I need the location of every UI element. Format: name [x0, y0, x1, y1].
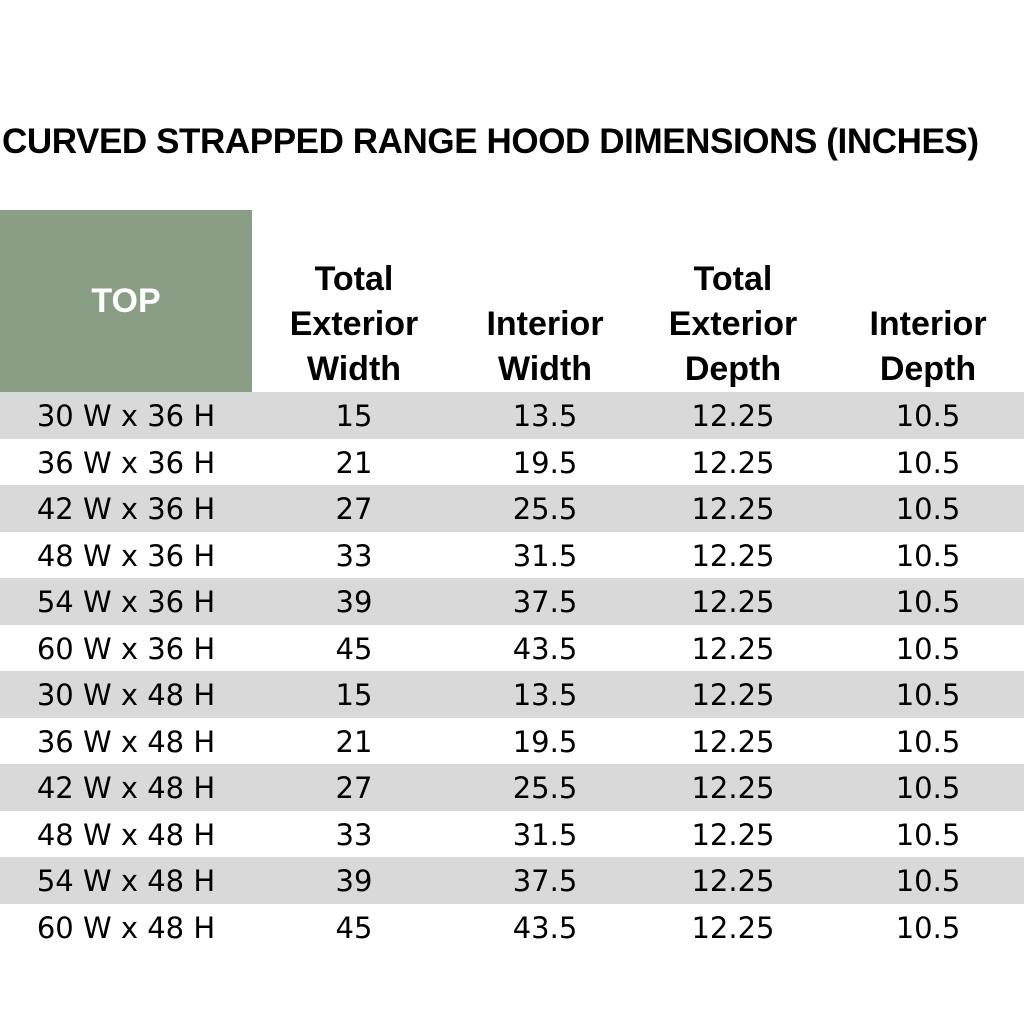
row-label-cell: 36 W x 48 H [36, 724, 216, 759]
table-cell: 13.5 [512, 678, 578, 712]
table-cell: 25.5 [512, 492, 578, 526]
row-label-cell: 30 W x 36 H [36, 399, 216, 433]
table-cell: 12.25 [691, 724, 775, 759]
table-cell: 10.5 [895, 399, 961, 433]
table-cell: 43.5 [512, 910, 578, 945]
table-cell: 10.5 [895, 771, 961, 805]
table-cell: 39 [335, 864, 373, 898]
table-cell: 13.5 [512, 399, 578, 433]
table-cell: 31.5 [512, 538, 578, 573]
table-cell: 27 [335, 492, 373, 526]
table-cell: 39 [335, 585, 373, 619]
table-cell: 19.5 [512, 724, 578, 759]
table-cell: 10.5 [895, 585, 961, 619]
table-cell: 21 [335, 724, 373, 759]
table-cell: 10.5 [895, 538, 961, 573]
table-body: 30 W x 36 H 15 13.5 12.25 10.5 36 W x 36 H 21 1… [0, 392, 1024, 950]
row-label-cell: 36 W x 36 H [36, 445, 216, 480]
row-label-cell: 42 W x 36 H [36, 492, 216, 526]
table-row: 54 W x 36 H 39 37.5 12.25 10.5 [0, 578, 1024, 625]
table-row: 30 W x 36 H 15 13.5 12.25 10.5 [0, 392, 1024, 439]
table-cell: 45 [335, 631, 373, 666]
page-title: CURVED STRAPPED RANGE HOOD DIMENSIONS (I… [2, 122, 979, 161]
table-cell: 12.25 [691, 538, 775, 573]
table-cell: 37.5 [512, 585, 578, 619]
table-cell: 21 [335, 445, 373, 480]
table-row: 48 W x 36 H 33 31.5 12.25 10.5 [0, 532, 1024, 579]
table-cell: 10.5 [895, 817, 961, 852]
table-row: 60 W x 48 H 45 43.5 12.25 10.5 [0, 904, 1024, 951]
row-label-cell: 48 W x 36 H [36, 538, 216, 573]
table-cell: 10.5 [895, 910, 961, 945]
row-label-cell: 48 W x 48 H [36, 817, 216, 852]
column-header-label: Total Exterior Width [289, 260, 419, 388]
table-cell: 12.25 [691, 771, 775, 805]
row-label-cell: 54 W x 36 H [36, 585, 216, 619]
row-label-cell: 60 W x 36 H [36, 631, 216, 666]
column-header-interior-width: Interior Width [456, 210, 634, 392]
row-label-cell: 54 W x 48 H [36, 864, 216, 898]
table-cell: 12.25 [691, 864, 775, 898]
row-label-cell: 30 W x 48 H [36, 678, 216, 712]
table-cell: 27 [335, 771, 373, 805]
table-cell: 10.5 [895, 492, 961, 526]
table-cell: 10.5 [895, 631, 961, 666]
table-row: 36 W x 36 H 21 19.5 12.25 10.5 [0, 439, 1024, 486]
table-row: 48 W x 48 H 33 31.5 12.25 10.5 [0, 811, 1024, 858]
column-header-label: Interior Width [486, 305, 604, 388]
table-cell: 12.25 [691, 399, 775, 433]
table-cell: 25.5 [512, 771, 578, 805]
column-header-label: Total Exterior Depth [668, 260, 798, 388]
row-label-cell: 60 W x 48 H [36, 910, 216, 945]
table-cell: 15 [335, 678, 373, 712]
row-label-cell: 42 W x 48 H [36, 771, 216, 805]
table-cell: 12.25 [691, 585, 775, 619]
table-cell: 10.5 [895, 678, 961, 712]
table-cell: 15 [335, 399, 373, 433]
table-cell: 12.25 [691, 678, 775, 712]
table-cell: 33 [335, 538, 373, 573]
table-cell: 12.25 [691, 631, 775, 666]
table-cell: 43.5 [512, 631, 578, 666]
table-row: 42 W x 48 H 27 25.5 12.25 10.5 [0, 764, 1024, 811]
table-cell: 12.25 [691, 445, 775, 480]
column-header-label: Interior Depth [869, 305, 987, 388]
table-cell: 19.5 [512, 445, 578, 480]
table-cell: 33 [335, 817, 373, 852]
table-row: 54 W x 48 H 39 37.5 12.25 10.5 [0, 857, 1024, 904]
table-cell: 10.5 [895, 724, 961, 759]
table-cell: 12.25 [691, 817, 775, 852]
table-row: 36 W x 48 H 21 19.5 12.25 10.5 [0, 718, 1024, 765]
table-cell: 12.25 [691, 492, 775, 526]
table-cell: 10.5 [895, 445, 961, 480]
table-cell: 45 [335, 910, 373, 945]
table-cell: 12.25 [691, 910, 775, 945]
table-row: 42 W x 36 H 27 25.5 12.25 10.5 [0, 485, 1024, 532]
table-row: 60 W x 36 H 45 43.5 12.25 10.5 [0, 625, 1024, 672]
table-cell: 31.5 [512, 817, 578, 852]
table-cell: 10.5 [895, 864, 961, 898]
table-cell: 37.5 [512, 864, 578, 898]
corner-header-cell: TOP [0, 210, 252, 392]
table-header: TOP Total Exterior Width Interior Width … [0, 210, 1024, 392]
column-header-total-exterior-width: Total Exterior Width [252, 210, 456, 392]
table-row: 30 W x 48 H 15 13.5 12.25 10.5 [0, 671, 1024, 718]
column-header-total-exterior-depth: Total Exterior Depth [634, 210, 832, 392]
column-header-interior-depth: Interior Depth [832, 210, 1024, 392]
